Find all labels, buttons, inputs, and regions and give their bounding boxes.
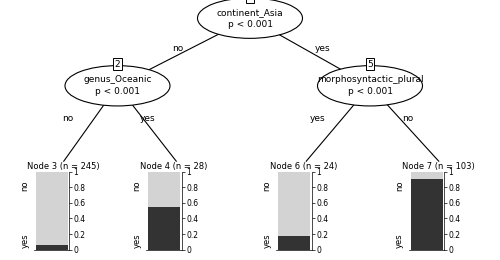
Text: no: no <box>62 114 73 123</box>
Bar <box>148 207 180 250</box>
Text: Node 6 (n = 24): Node 6 (n = 24) <box>270 162 337 171</box>
Text: genus_Oceanic
p < 0.001: genus_Oceanic p < 0.001 <box>83 75 152 96</box>
Bar <box>148 172 180 207</box>
Text: yes: yes <box>140 114 156 123</box>
Text: 2: 2 <box>114 60 120 69</box>
Text: morphosyntactic_plural
p < 0.001: morphosyntactic_plural p < 0.001 <box>316 75 424 96</box>
Text: yes: yes <box>314 44 330 53</box>
Ellipse shape <box>318 66 422 106</box>
Text: yes: yes <box>263 233 272 248</box>
Text: no: no <box>172 44 183 53</box>
Text: Node 4 (n = 28): Node 4 (n = 28) <box>140 162 207 171</box>
Text: no: no <box>20 180 29 191</box>
Bar <box>36 245 68 250</box>
Text: Node 7 (n = 103): Node 7 (n = 103) <box>402 162 475 171</box>
Text: no: no <box>263 180 272 191</box>
Ellipse shape <box>65 66 170 106</box>
Text: no: no <box>133 180 142 191</box>
Bar <box>278 172 310 236</box>
Text: yes: yes <box>310 114 326 123</box>
Ellipse shape <box>198 0 302 38</box>
Bar <box>410 172 442 179</box>
Text: no: no <box>402 114 413 123</box>
Text: yes: yes <box>20 233 29 248</box>
Text: 5: 5 <box>367 60 373 69</box>
Text: continent_Asia
p < 0.001: continent_Asia p < 0.001 <box>216 8 284 29</box>
Text: yes: yes <box>133 233 142 248</box>
Text: yes: yes <box>395 233 404 248</box>
Text: no: no <box>395 180 404 191</box>
Bar <box>278 236 310 250</box>
Text: Node 3 (n = 245): Node 3 (n = 245) <box>28 162 100 171</box>
Text: 1: 1 <box>247 0 253 1</box>
